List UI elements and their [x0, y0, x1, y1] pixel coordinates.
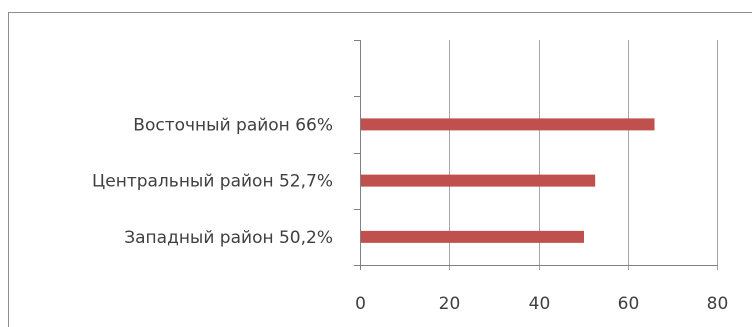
bar — [361, 230, 585, 243]
bar-layer — [361, 118, 655, 243]
bar — [361, 174, 596, 187]
category-label: Центральный район 52,7% — [92, 172, 333, 192]
bar — [361, 118, 655, 131]
category-label: Западный район 50,2% — [124, 228, 333, 248]
tick-label-layer: 0 20 40 60 80 — [355, 294, 728, 314]
category-label: Восточный район 66% — [133, 115, 333, 135]
x-tick-label: 40 — [529, 294, 551, 314]
category-label-layer: Восточный район 66% Центральный район 52,… — [92, 115, 333, 248]
x-tick-label: 80 — [707, 294, 729, 314]
x-tick-label: 20 — [439, 294, 461, 314]
x-tick-label: 0 — [355, 294, 366, 314]
x-tick-label: 60 — [618, 294, 640, 314]
